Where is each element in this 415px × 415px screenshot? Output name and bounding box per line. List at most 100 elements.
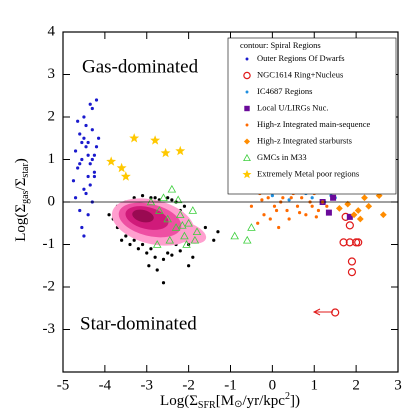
point [175,145,186,156]
point [277,225,281,230]
y-axis-label: Log(Σgas/Σstar) [13,158,31,242]
point [94,145,99,149]
point [86,213,90,217]
point [165,235,175,244]
point [175,210,185,219]
point [344,200,352,208]
point [167,184,177,193]
point [188,206,198,214]
point [170,198,174,202]
point [153,196,157,200]
point [356,215,364,223]
point [310,196,314,200]
point [354,238,363,247]
point [354,207,362,214]
point [325,209,332,216]
point [73,149,78,153]
point [345,238,354,247]
point [116,162,127,173]
point [153,255,157,259]
point [92,153,97,157]
point [347,268,357,277]
point [203,225,207,230]
point [180,231,189,240]
point [88,183,92,187]
point [78,132,82,136]
point [88,162,92,166]
point [86,174,90,179]
point [191,255,195,259]
point [80,157,84,162]
point [335,204,343,212]
point [182,204,187,208]
point [82,115,86,119]
point [230,231,239,240]
point [314,215,318,219]
point [216,230,220,234]
point [260,198,264,202]
point [166,196,170,200]
point [84,123,88,128]
point [289,196,293,200]
point [287,198,291,202]
point [163,214,172,223]
point [107,213,111,217]
point [173,195,183,204]
legend-label: High-z Integrated starbursts [257,135,352,145]
point [78,208,82,213]
legend-label: NGC1614 Ring+Nucleus [257,69,343,79]
x-tick-label: -4 [99,377,112,393]
point [76,166,80,170]
point [242,169,252,179]
point [274,208,279,213]
point [152,240,162,248]
y-tick-label: -1 [43,236,56,252]
point [132,238,136,242]
point [155,268,159,272]
point [140,242,145,247]
point [82,136,86,140]
point [281,196,285,200]
density-contours [111,198,207,246]
point [178,220,187,229]
point [120,238,124,242]
point [268,217,272,221]
point [149,247,153,251]
point [256,221,260,225]
legend-label: GMCs in M33 [257,152,307,162]
annotation: Gas-dominated [82,56,199,77]
legend-box [227,37,397,195]
point [287,217,291,221]
point [245,90,249,94]
point [106,156,117,166]
point [170,253,174,257]
point [339,238,348,247]
point [316,208,321,213]
point [300,196,304,200]
x-tick-label: 1 [311,377,319,393]
y-tick-label: 2 [48,108,56,124]
legend-label: Extremely Metal poor regions [257,168,359,178]
axes: -5 -4 -3 -2 -1 0 1 2 3 -3 -2 -1 0 1 2 3 4 [43,23,402,393]
point [82,187,86,191]
x-tick-label: -3 [141,377,154,393]
point [90,157,94,162]
point [187,264,191,268]
point [128,242,132,247]
point [262,213,266,217]
point [76,119,80,123]
point [249,204,254,208]
point [150,135,161,145]
point [379,211,387,219]
legend-label: High-z Integrated main-sequence [257,119,371,129]
point [160,147,171,158]
point [325,204,329,208]
legend-title: contour: Spiral Regions [240,40,321,50]
point [242,235,252,244]
legend-label: Outer Regions Of Dwarfs [257,53,345,63]
point [166,251,170,255]
point [147,264,151,268]
point [80,140,84,145]
point [96,136,101,140]
